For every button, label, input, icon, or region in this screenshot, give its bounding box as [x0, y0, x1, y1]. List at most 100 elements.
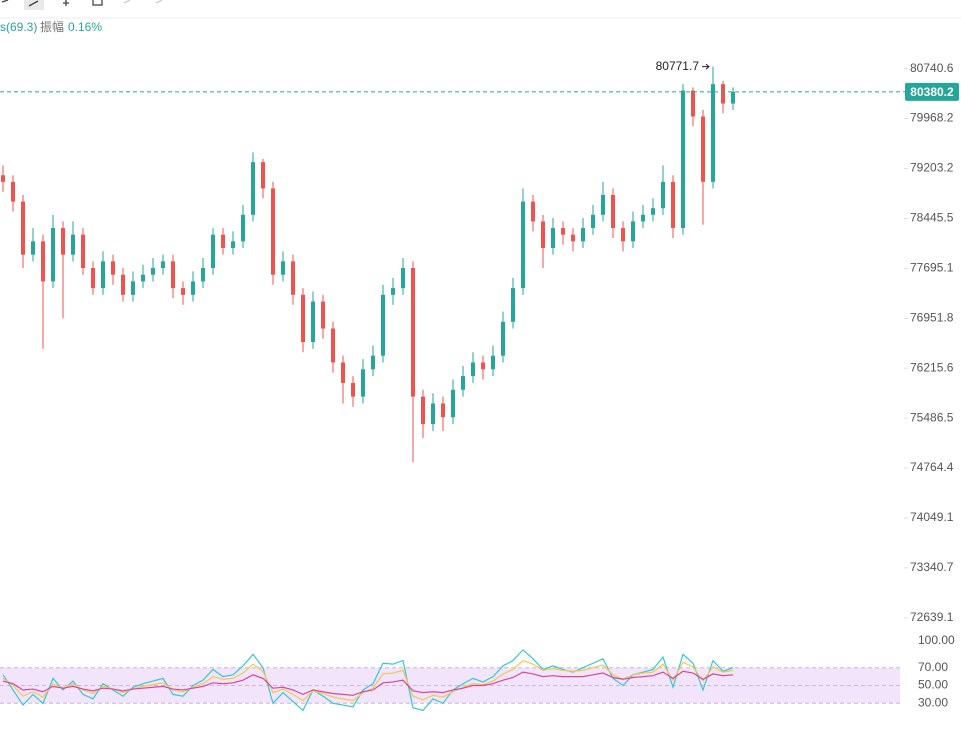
tool-icon[interactable]: [63, 0, 69, 6]
candle-body: [411, 268, 415, 397]
candle-body: [221, 234, 225, 249]
candle-body: [391, 288, 395, 295]
y-tick-label: 76215.6: [910, 360, 954, 374]
candle-body: [21, 201, 25, 255]
tool-icon[interactable]: [1, 0, 9, 3]
candle-body: [601, 194, 605, 215]
y-tick-label: 74764.4: [910, 460, 954, 474]
candle-body: [701, 116, 705, 182]
y-tick-label: 74049.1: [910, 510, 954, 524]
toolbar: [1, 0, 163, 10]
y-tick-label: 78445.5: [910, 211, 954, 225]
amplitude-value: 0.16%: [68, 20, 102, 34]
candle-body: [261, 162, 265, 189]
candle-body: [361, 369, 365, 397]
rsi-line: [2, 649, 734, 712]
candle-body: [431, 403, 435, 425]
candle-body: [281, 261, 285, 275]
candle-body: [401, 268, 405, 289]
candle-body: [331, 328, 335, 363]
candle-body: [611, 194, 615, 229]
rsi-tick-label: 70.00: [918, 660, 948, 674]
y-tick-label: 77695.1: [910, 261, 954, 275]
candle-body: [41, 241, 45, 282]
rsi-tick-label: 100.00: [918, 633, 955, 647]
rsi-tick-label: 30.00: [918, 695, 948, 709]
tool-icon-active[interactable]: [24, 0, 44, 10]
candle-body: [321, 301, 325, 329]
candle-body: [561, 228, 565, 235]
candle-body: [141, 274, 145, 282]
tool-icon[interactable]: [92, 0, 103, 6]
candle-body: [471, 362, 475, 377]
candle-body: [461, 376, 465, 390]
candle-body: [731, 91, 735, 104]
y-tick-label: 72639.1: [910, 610, 954, 624]
indicator-text: s(69.3): [0, 20, 37, 34]
rsi-tick-label: 50.00: [918, 678, 948, 692]
candle-body: [621, 228, 625, 242]
candle-body: [651, 208, 655, 215]
candle-body: [591, 214, 595, 229]
candle-body: [101, 261, 105, 289]
candle-body: [81, 234, 85, 269]
candle-body: [241, 214, 245, 242]
candle-body: [421, 396, 425, 425]
candle-body: [61, 228, 65, 255]
last-price-label: 80380.2: [910, 85, 954, 99]
candle-body: [151, 268, 155, 275]
candle-body: [31, 241, 35, 255]
candle-body: [541, 221, 545, 249]
tool-icon[interactable]: [28, 0, 39, 7]
candle-body: [641, 214, 645, 222]
candle-body: [301, 294, 305, 343]
candle-body: [531, 201, 535, 222]
candle-body: [481, 362, 485, 370]
candle-body: [521, 201, 525, 289]
candle-body: [511, 288, 515, 322]
candle-body: [661, 181, 665, 209]
last-price-box: [905, 82, 959, 101]
candle-body: [341, 362, 345, 383]
y-tick-label: 79968.2: [910, 111, 954, 125]
candle-body: [451, 389, 455, 418]
y-tick-label: 75486.5: [910, 410, 954, 424]
candle-body: [581, 228, 585, 242]
y-tick-label: 79203.2: [910, 161, 954, 175]
candle-body: [441, 403, 445, 418]
candle-body: [711, 84, 715, 182]
candle-body: [381, 294, 385, 356]
candle-body: [1, 175, 5, 182]
candle-body: [51, 228, 55, 282]
max-label: 80771.7: [656, 59, 700, 73]
candle-body: [501, 321, 505, 356]
candle-body: [231, 241, 235, 249]
y-tick-label: 80740.6: [910, 61, 954, 75]
candle-body: [191, 281, 195, 295]
candle-body: [211, 234, 215, 269]
candle-body: [371, 355, 375, 370]
candle-body: [91, 268, 95, 289]
candle-body: [161, 261, 165, 269]
candle-body: [271, 188, 275, 275]
candle-body: [691, 90, 695, 117]
max-arrow: [702, 63, 710, 70]
candle-body: [351, 382, 355, 397]
candle-body: [571, 234, 575, 242]
candle-body: [201, 268, 205, 282]
y-tick-label: 73340.7: [910, 560, 954, 574]
candle-body: [681, 90, 685, 229]
candle-body: [121, 274, 125, 295]
candle-body: [631, 221, 635, 242]
candle-body: [11, 181, 15, 202]
candle-body: [111, 261, 115, 275]
candle-body: [721, 84, 725, 104]
candle-body: [71, 234, 75, 255]
candle-body: [291, 261, 295, 295]
candle-body: [311, 301, 315, 343]
tool-icon[interactable]: [123, 0, 163, 4]
amplitude-label: 振幅: [40, 19, 64, 34]
candle-body: [491, 355, 495, 370]
